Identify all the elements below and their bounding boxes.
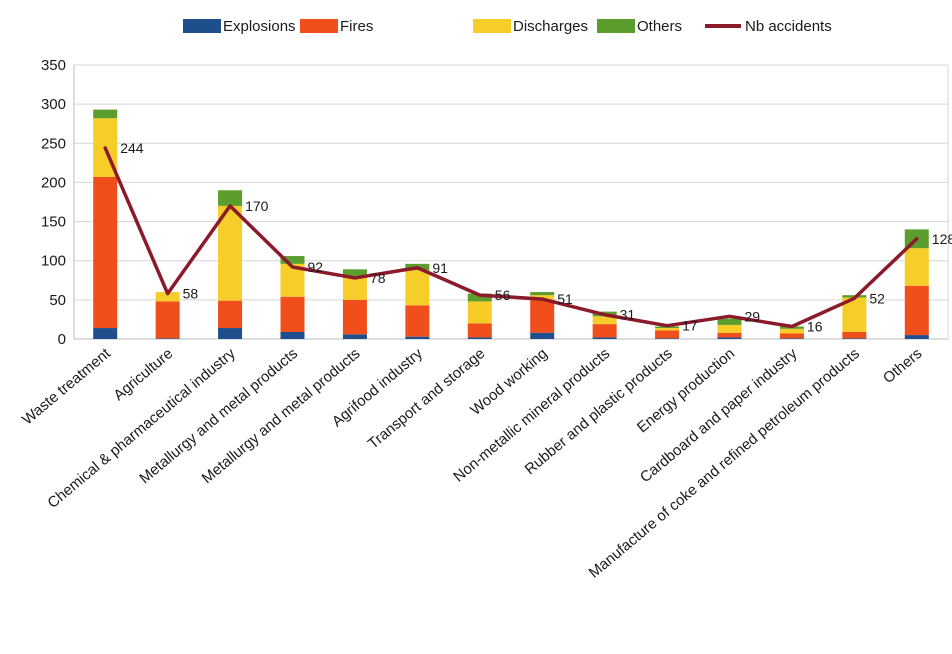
bar-segment-discharges <box>218 205 243 301</box>
bar-segment-fires <box>405 305 430 337</box>
bar-segment-fires <box>779 333 804 339</box>
bar-segment-others <box>717 318 742 325</box>
y-tick-label: 350 <box>41 57 66 74</box>
bar-segment-explosions <box>155 338 180 339</box>
x-category-label: Transport and storage <box>365 345 489 453</box>
nb-accidents-line <box>103 146 919 329</box>
bar-segment-explosions <box>530 332 555 339</box>
legend-label: Others <box>637 18 682 35</box>
data-label: 128 <box>932 231 952 247</box>
bar-segment-discharges <box>592 316 617 325</box>
legend-label: Fires <box>340 18 373 35</box>
y-tick-label: 200 <box>41 174 66 191</box>
y-tick-label: 100 <box>41 253 66 270</box>
y-tick-label: 300 <box>41 96 66 113</box>
bar-segment-fires <box>93 176 118 329</box>
bar-segment-explosions <box>592 337 617 339</box>
bar-segment-fires <box>592 324 617 338</box>
bar-segment-fires <box>842 331 867 339</box>
legend-item: Fires <box>300 18 373 35</box>
bar-segment-explosions <box>93 328 118 339</box>
data-label: 29 <box>745 308 761 324</box>
bar-segment-explosions <box>779 338 804 339</box>
bar-segment-others <box>342 269 367 277</box>
bar-segment-fires <box>155 301 180 339</box>
bar-segment-fires <box>218 300 243 329</box>
legend-label: Explosions <box>223 18 296 35</box>
y-tick-label: 50 <box>49 292 66 309</box>
bar-segment-others <box>280 256 305 264</box>
bar-segment-others <box>93 109 118 119</box>
bar-segment-discharges <box>405 270 430 306</box>
data-label: 17 <box>682 318 698 334</box>
data-labels: 244 58 170 92 78 91 56 51 31 17 29 16 52 128 <box>120 140 952 334</box>
bar-segment-explosions <box>405 336 430 339</box>
legend-swatch <box>473 19 511 33</box>
grid-lines <box>74 64 948 301</box>
bar-segment-explosions <box>218 328 243 339</box>
data-label: 91 <box>432 260 448 276</box>
bar-segment-fires <box>655 330 680 339</box>
bar-segment-explosions <box>467 337 492 339</box>
data-label: 58 <box>183 286 199 302</box>
legend-item: Nb accidents <box>705 18 832 35</box>
y-tick-label: 250 <box>41 135 66 152</box>
bar-segment-explosions <box>842 338 867 339</box>
bar-segment-discharges <box>717 324 742 333</box>
bar-segment-discharges <box>779 328 804 334</box>
bar-segment-discharges <box>467 301 492 324</box>
bar-segment-fires <box>717 332 742 338</box>
legend-item: Others <box>597 18 682 35</box>
bar-segment-fires <box>904 285 929 336</box>
x-category-label: Waste treatment <box>19 345 114 429</box>
accidents-line <box>103 146 919 329</box>
legend-label: Nb accidents <box>745 18 832 35</box>
bar-segment-others <box>467 293 492 302</box>
y-tick-labels: 0 50 100 150 200 250 300 350 <box>41 57 66 348</box>
bar-segment-fires <box>530 299 555 333</box>
data-label: 170 <box>245 198 269 214</box>
legend-item: Discharges <box>473 18 588 35</box>
bar-segment-discharges <box>904 248 929 286</box>
bar-segment-explosions <box>655 338 680 339</box>
bar-segment-discharges <box>655 328 680 331</box>
bar-segment-fires <box>280 296 305 332</box>
bar-segment-fires <box>342 299 367 335</box>
y-tick-label: 150 <box>41 214 66 231</box>
y-tick-label: 0 <box>58 331 66 348</box>
bar-segment-explosions <box>904 335 929 339</box>
bar-segment-explosions <box>717 337 742 339</box>
legend-swatch <box>300 19 338 33</box>
legend-item: Explosions <box>183 18 296 35</box>
bar-segment-explosions <box>342 334 367 339</box>
legend-swatch <box>597 19 635 33</box>
legend: Explosions Fires Discharges Others Nb accide… <box>183 18 832 35</box>
x-category-label: Others <box>880 345 925 387</box>
bar-segment-fires <box>467 323 492 338</box>
legend-swatch <box>183 19 221 33</box>
data-label: 16 <box>807 318 823 334</box>
data-label: 244 <box>120 140 144 156</box>
bar-segment-discharges <box>155 292 180 302</box>
legend-label: Discharges <box>513 18 588 35</box>
bar-segment-explosions <box>280 331 305 339</box>
data-label: 56 <box>495 287 511 303</box>
bar-segment-discharges <box>342 276 367 300</box>
data-label: 78 <box>370 270 386 286</box>
data-label: 92 <box>308 259 324 275</box>
bar-segment-others <box>530 292 555 296</box>
data-label: 31 <box>620 307 636 323</box>
bar-segment-others <box>218 190 243 206</box>
data-label: 52 <box>869 290 885 306</box>
data-label: 51 <box>557 291 573 307</box>
